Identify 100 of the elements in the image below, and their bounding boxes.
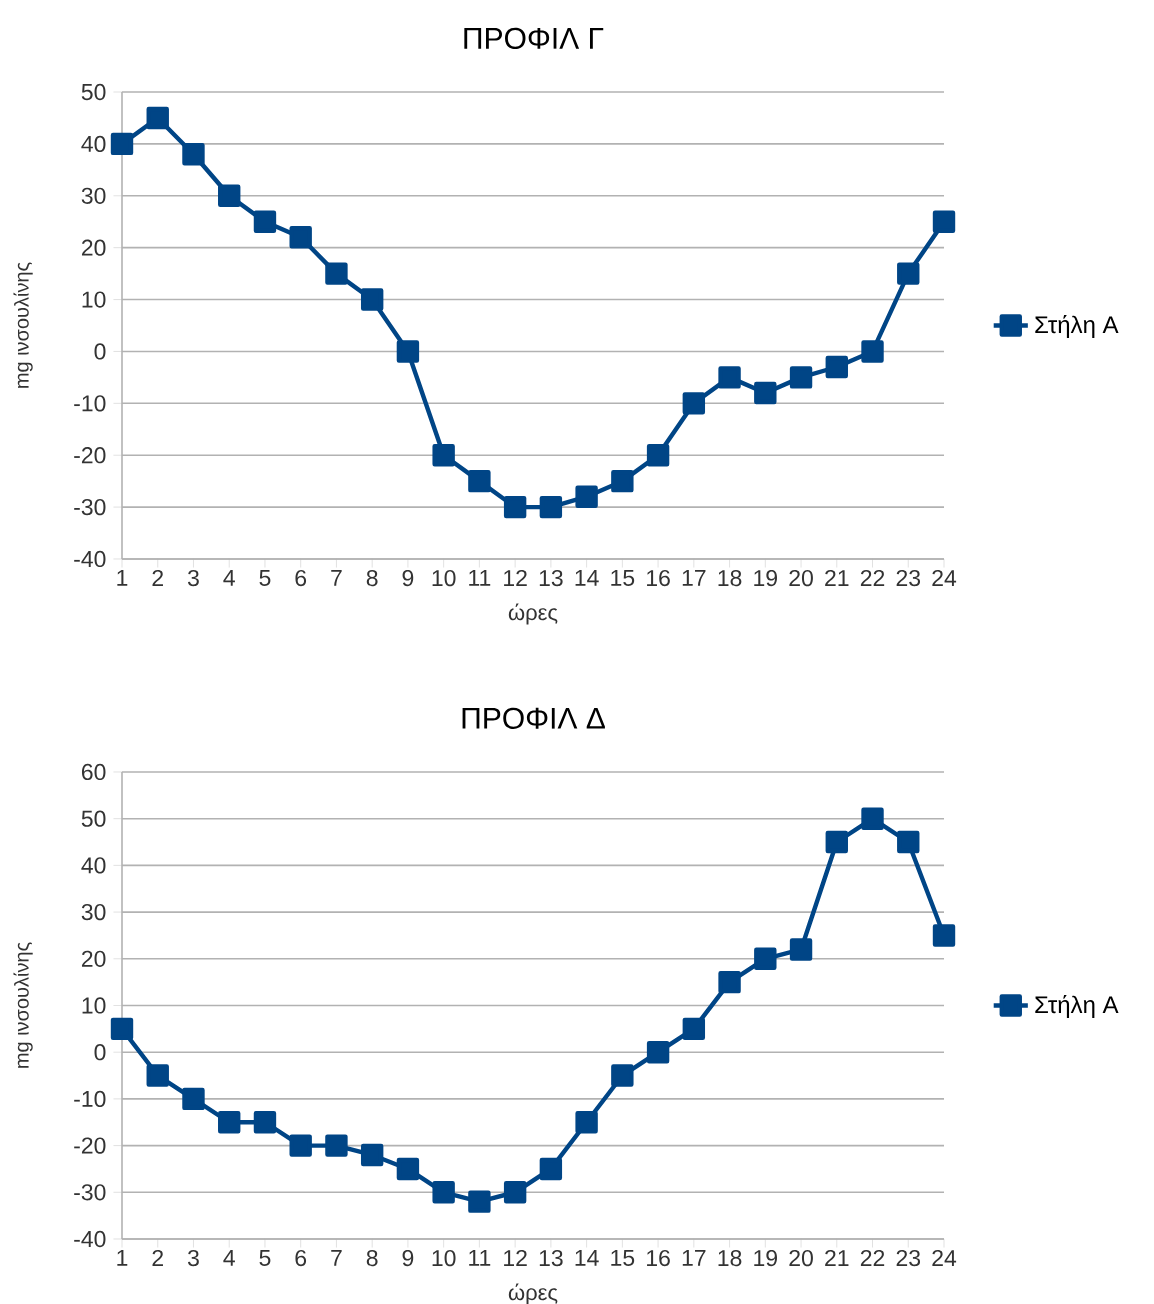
point	[682, 392, 706, 415]
point	[110, 1017, 134, 1041]
y-tick-label: 30	[81, 187, 106, 204]
point	[396, 1157, 420, 1181]
x-tick-label: 5	[259, 1249, 271, 1266]
x-tick-label: 13	[539, 569, 563, 587]
legend-label: Στήλη Α	[1035, 314, 1119, 338]
point	[825, 355, 848, 379]
point	[718, 366, 741, 389]
point	[503, 1181, 527, 1204]
y-tick-label: -30	[74, 498, 106, 516]
x-tick-label: 22	[860, 1249, 885, 1266]
x-tick-label: 2	[152, 569, 163, 586]
point	[432, 1181, 455, 1204]
point	[825, 830, 848, 854]
x-tick-label: 8	[366, 569, 378, 587]
y-tick-label: -10	[74, 395, 106, 412]
point	[289, 226, 312, 249]
x-tick-label: 19	[754, 569, 777, 587]
point	[754, 381, 777, 405]
point	[575, 485, 598, 508]
x-tick-label: 18	[718, 1249, 742, 1267]
chart-title: ΠΡΟΦΙΛ Γ	[464, 27, 604, 49]
y-tick-label: 50	[81, 83, 106, 101]
x-tick-label: 10	[432, 569, 456, 587]
x-tick-label: 5	[259, 569, 271, 586]
x-tick-label: 24	[932, 1249, 957, 1266]
point	[218, 1111, 241, 1134]
point	[182, 1087, 205, 1111]
point	[325, 1134, 348, 1157]
x-tick-label: 1	[117, 1249, 128, 1266]
y-tick-label: -30	[74, 1184, 106, 1201]
point	[146, 1064, 169, 1087]
x-tick-label: 12	[504, 569, 527, 586]
x-tick-label: 9	[402, 569, 414, 587]
x-tick-label: 23	[896, 569, 921, 587]
x-tick-label: 4	[223, 1249, 235, 1266]
point	[182, 143, 205, 166]
x-axis-title: ώρες	[508, 1283, 558, 1304]
y-tick-label: 30	[81, 903, 106, 921]
y-tick-label: 20	[81, 239, 106, 256]
point	[754, 947, 777, 970]
x-tick-label: 17	[682, 569, 706, 586]
x-tick-label: 23	[896, 1249, 921, 1267]
x-tick-label: 17	[682, 1249, 706, 1266]
y-tick-label: -20	[74, 1137, 106, 1154]
y-tick-label: 50	[81, 810, 106, 827]
point	[897, 830, 920, 854]
x-tick-label: 21	[825, 569, 849, 586]
y-tick-label: -40	[74, 1230, 106, 1248]
point	[932, 924, 956, 947]
x-tick-label: 14	[575, 569, 599, 586]
x-tick-label: 10	[432, 1249, 456, 1267]
point	[682, 1017, 706, 1041]
point	[253, 210, 277, 233]
x-tick-label: 21	[825, 1249, 849, 1266]
x-axis-title: ώρες	[508, 603, 558, 625]
point	[110, 132, 134, 156]
x-tick-label: 1	[117, 569, 128, 586]
point	[146, 106, 169, 130]
point	[253, 1111, 277, 1134]
x-tick-label: 20	[789, 1249, 813, 1267]
point	[646, 1040, 670, 1064]
x-tick-label: 22	[860, 569, 885, 586]
x-tick-label: 3	[187, 1249, 199, 1267]
y-axis-title: mg ινσουλίνης	[13, 262, 33, 388]
y-tick-label: 40	[81, 135, 106, 153]
point	[575, 1111, 598, 1134]
point	[646, 444, 670, 467]
x-tick-label: 6	[295, 569, 307, 587]
y-tick-label: -20	[74, 447, 106, 464]
x-tick-label: 9	[402, 1249, 414, 1267]
point	[789, 366, 813, 389]
x-tick-label: 4	[223, 569, 235, 586]
point	[432, 444, 455, 467]
point	[611, 1064, 634, 1087]
y-axis-title: mg ινσουλίνης	[13, 942, 33, 1068]
y-tick-label: 20	[81, 950, 106, 967]
chart-title: ΠΡΟΦΙΛ Δ	[462, 707, 605, 729]
x-tick-label: 19	[754, 1249, 777, 1267]
point	[503, 495, 527, 519]
point	[325, 262, 348, 285]
x-tick-label: 13	[539, 1249, 563, 1267]
x-tick-label: 14	[575, 1249, 599, 1266]
x-tick-label: 7	[331, 569, 342, 586]
y-tick-label: 0	[94, 343, 106, 360]
x-tick-label: 16	[647, 569, 670, 587]
y-tick-label: 0	[94, 1044, 106, 1061]
point	[897, 262, 920, 285]
point	[611, 469, 634, 493]
point	[468, 1190, 491, 1213]
x-tick-label: 12	[504, 1249, 527, 1266]
y-tick-label: 10	[82, 291, 106, 308]
point	[539, 495, 563, 519]
x-tick-label: 6	[295, 1249, 307, 1267]
x-tick-label: 7	[331, 1249, 342, 1266]
x-tick-label: 20	[789, 569, 813, 587]
y-tick-label: 40	[81, 857, 106, 874]
point	[360, 288, 384, 311]
point	[861, 807, 884, 830]
